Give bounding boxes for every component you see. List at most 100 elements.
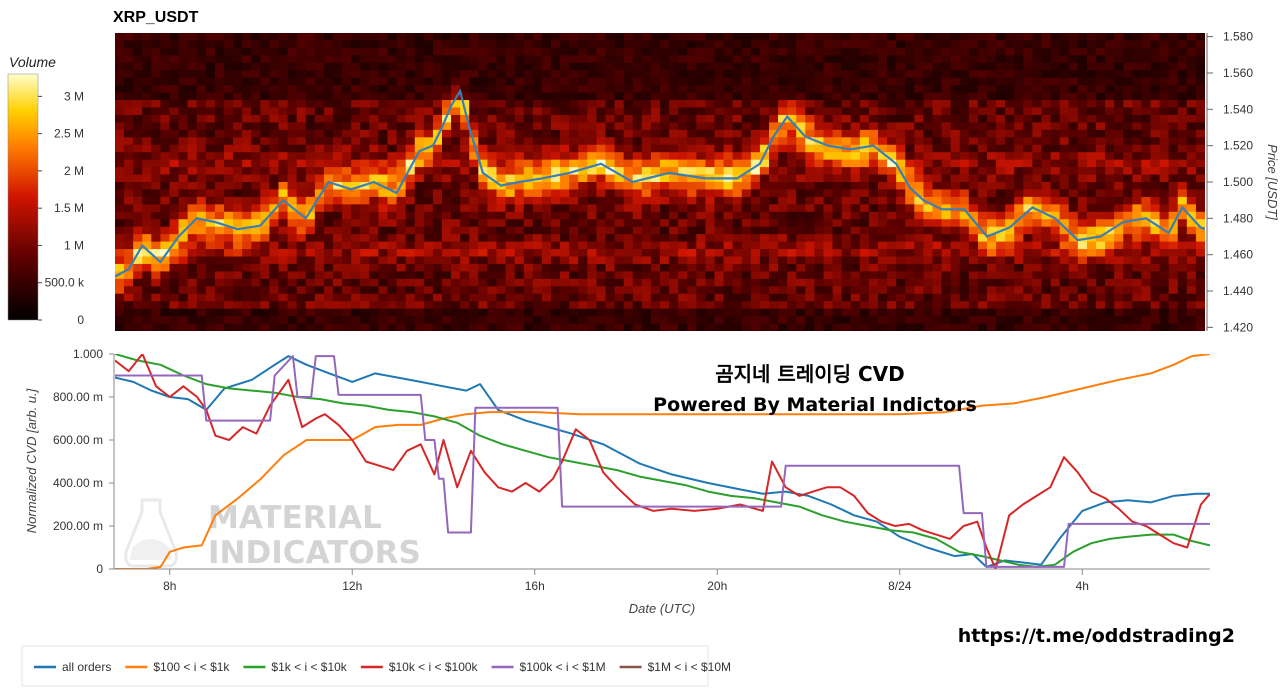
heatmap-cell — [360, 204, 370, 213]
heatmap-cell — [687, 226, 697, 235]
heatmap-cell — [305, 144, 316, 153]
heatmap-cell — [314, 167, 325, 176]
heatmap-cell — [778, 107, 788, 116]
heatmap-cell — [796, 122, 806, 131]
heatmap-cell — [623, 308, 634, 317]
legend-item[interactable]: $10k < i < $100k — [360, 660, 479, 674]
heatmap-cell — [650, 122, 661, 131]
heatmap-cell — [669, 40, 679, 49]
heatmap-cell — [878, 77, 888, 86]
heatmap-cell — [714, 33, 725, 42]
heatmap-cell — [151, 204, 162, 213]
heatmap-cell — [623, 301, 634, 310]
heatmap-cell — [551, 211, 561, 220]
heatmap-cell — [214, 308, 225, 317]
heatmap-cell — [887, 47, 897, 56]
heatmap-cell — [351, 323, 361, 331]
heatmap-cell — [669, 189, 679, 198]
heatmap-cell — [660, 278, 670, 287]
heatmap-cell — [741, 107, 752, 116]
heatmap-cell — [905, 107, 915, 116]
heatmap-cell — [669, 137, 679, 146]
heatmap-cell — [451, 174, 461, 183]
telegram-link[interactable]: https://t.me/oddstrading2 — [958, 625, 1235, 647]
legend-item[interactable]: $100 < i < $1k — [125, 660, 230, 674]
heatmap-cell — [378, 174, 389, 183]
heatmap-cell — [841, 263, 852, 272]
heatmap-cell — [1014, 122, 1024, 131]
heatmap-cell — [587, 293, 598, 302]
heatmap-cell — [1141, 271, 1152, 280]
heatmap-cell — [814, 271, 825, 280]
heatmap-cell — [1141, 85, 1152, 94]
heatmap-cell — [442, 211, 452, 220]
heatmap-cell — [151, 241, 162, 250]
heatmap-cell — [814, 85, 825, 94]
heatmap-cell — [560, 263, 570, 272]
heatmap-cell — [723, 85, 734, 94]
heatmap-cell — [178, 55, 189, 64]
heatmap-cell — [287, 174, 298, 183]
legend-item[interactable]: all orders — [34, 660, 111, 674]
heatmap-cell — [623, 219, 634, 228]
heatmap-cell — [914, 234, 925, 243]
cvd-series-line — [115, 354, 1210, 569]
heatmap-cell — [469, 286, 479, 295]
heatmap-cell — [478, 129, 489, 138]
heatmap-cell — [887, 40, 897, 49]
heatmap-cell — [505, 70, 516, 79]
heatmap-cell — [469, 204, 479, 213]
heatmap-cell — [932, 114, 943, 123]
heatmap-cell — [1068, 47, 1079, 56]
heatmap-cell — [1059, 286, 1070, 295]
heatmap-cell — [560, 286, 570, 295]
heatmap-cell — [841, 92, 852, 101]
heatmap-cell — [378, 85, 389, 94]
heatmap-cell — [1096, 241, 1106, 250]
heatmap-cell — [750, 33, 761, 42]
heatmap-cell — [387, 85, 398, 94]
heatmap-cell — [796, 316, 806, 325]
heatmap-cell — [632, 286, 643, 295]
heatmap-cell — [242, 40, 252, 49]
heatmap-cell — [1023, 129, 1034, 138]
heatmap-cell — [778, 241, 788, 250]
heatmap-cell — [242, 144, 252, 153]
heatmap-cell — [369, 174, 380, 183]
heatmap-cell — [732, 196, 743, 205]
heatmap-cell — [714, 70, 725, 79]
heatmap-cell — [551, 256, 561, 265]
heatmap-cell — [723, 47, 734, 56]
heatmap-cell — [278, 62, 289, 71]
legend-item[interactable]: $1k < i < $10k — [243, 660, 348, 674]
heatmap-cell — [896, 107, 906, 116]
heatmap-cell — [532, 226, 543, 235]
legend-item[interactable]: $100k < i < $1M — [491, 660, 606, 674]
heatmap-cell — [887, 167, 897, 176]
heatmap-cell — [1086, 301, 1097, 310]
heatmap-cell — [896, 286, 906, 295]
heatmap-cell — [414, 77, 425, 86]
legend-item[interactable]: $1M < i < $10M — [619, 660, 731, 674]
heatmap-cell — [587, 263, 598, 272]
heatmap-cell — [1096, 129, 1106, 138]
heatmap-cell — [1005, 137, 1015, 146]
heatmap-cell — [650, 77, 661, 86]
heatmap-cell — [605, 167, 616, 176]
heatmap-cell — [142, 249, 152, 258]
heatmap-cell — [950, 263, 961, 272]
heatmap-cell — [1059, 159, 1070, 168]
heatmap-cell — [696, 271, 707, 280]
heatmap-cell — [523, 211, 534, 220]
heatmap-cell — [387, 159, 398, 168]
heatmap-cell — [705, 129, 716, 138]
heatmap-cell — [460, 293, 470, 302]
heatmap-cell — [905, 129, 915, 138]
heatmap-cell — [823, 293, 834, 302]
heatmap-cell — [242, 85, 252, 94]
heatmap-cell — [541, 204, 552, 213]
heatmap-cell — [115, 70, 125, 79]
heatmap-cell — [1014, 278, 1024, 287]
heatmap-cell — [941, 174, 952, 183]
heatmap-cell — [1023, 204, 1034, 213]
